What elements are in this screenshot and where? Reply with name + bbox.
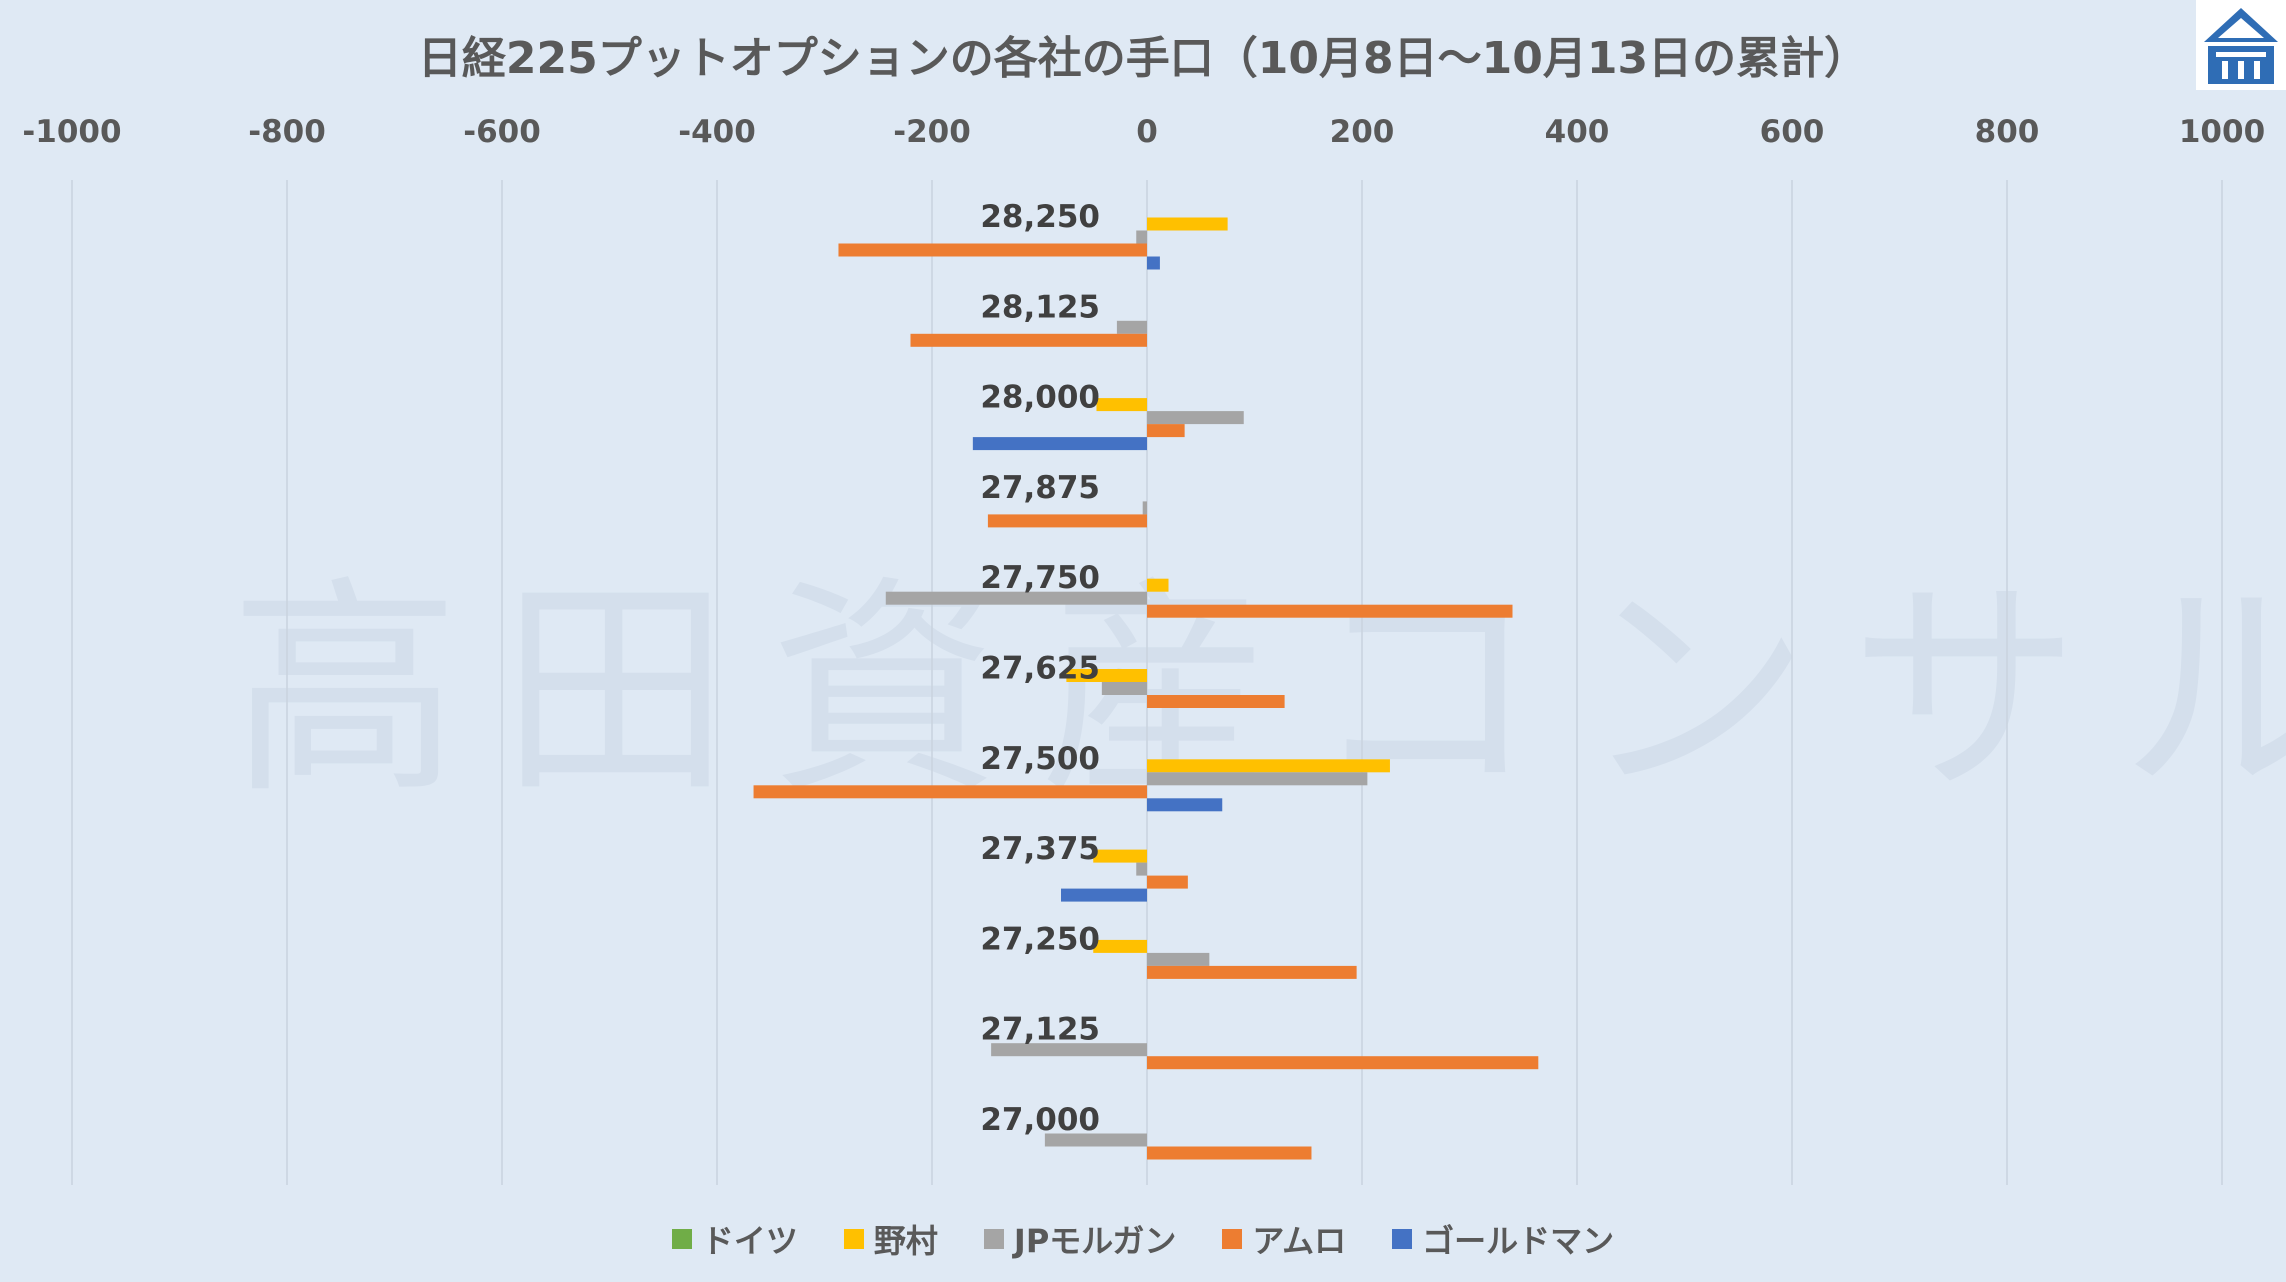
x-tick-label: -800 bbox=[248, 114, 326, 150]
bar-2-4 bbox=[885, 591, 1147, 605]
category-labels: 28,250 28,125 28,000 27,875 27,750 27,625 27,5… bbox=[980, 199, 1100, 1138]
category-label: 28,125 bbox=[980, 289, 1100, 325]
legend-item: ゴールドマン bbox=[1392, 1216, 1614, 1262]
bar-2-3 bbox=[1142, 501, 1147, 515]
category-label: 27,375 bbox=[980, 831, 1100, 867]
bar-3-4 bbox=[1147, 604, 1513, 618]
category-label: 27,500 bbox=[980, 741, 1100, 777]
bar-2-1 bbox=[1116, 320, 1147, 334]
bar-3-2 bbox=[1147, 424, 1185, 438]
bar-4-7 bbox=[1061, 888, 1147, 902]
category-label: 28,000 bbox=[980, 380, 1100, 416]
bar-1-4 bbox=[1147, 578, 1169, 592]
bar-2-5 bbox=[1101, 682, 1147, 695]
gridlines bbox=[71, 180, 2223, 1185]
x-tick-label: 1000 bbox=[2179, 114, 2265, 150]
bar-3-10 bbox=[1147, 1146, 1312, 1160]
x-tick-label: 600 bbox=[1760, 114, 1825, 150]
legend-swatch bbox=[843, 1229, 864, 1249]
bar-3-6 bbox=[753, 785, 1147, 799]
x-tick-label: -600 bbox=[463, 114, 541, 150]
x-tick-label: -200 bbox=[893, 114, 971, 150]
bar-1-7 bbox=[1093, 849, 1147, 863]
x-axis-tick-labels: -1000 -800 -600 -400 -200 0 200 400 600 800 1000 bbox=[22, 114, 2265, 150]
bar-3-0 bbox=[838, 243, 1147, 257]
x-tick-label: 0 bbox=[1136, 114, 1158, 150]
category-label: 27,125 bbox=[980, 1012, 1100, 1048]
bar-4-0 bbox=[1147, 256, 1160, 270]
bar-3-5 bbox=[1147, 695, 1285, 708]
bar-1-0 bbox=[1147, 217, 1228, 231]
bar-1-5 bbox=[1066, 669, 1147, 682]
bar-4-6 bbox=[1147, 798, 1223, 812]
bar-3-7 bbox=[1147, 875, 1188, 889]
legend-label: ゴールドマン bbox=[1422, 1222, 1615, 1260]
bar-2-0 bbox=[1136, 230, 1147, 244]
category-label: 27,625 bbox=[980, 651, 1100, 687]
bar-1-8 bbox=[1093, 939, 1147, 953]
legend: ドイツ 野村 JPモルガン アムロ ゴールドマン bbox=[0, 1216, 2286, 1262]
bar-4-2 bbox=[972, 437, 1147, 451]
bar-3-8 bbox=[1147, 965, 1357, 979]
legend-label: アムロ bbox=[1252, 1222, 1347, 1260]
bar-3-3 bbox=[987, 514, 1147, 528]
bars bbox=[753, 217, 1539, 1160]
x-tick-label: 400 bbox=[1545, 114, 1610, 150]
bar-2-7 bbox=[1136, 862, 1147, 876]
legend-item: JPモルガン bbox=[983, 1216, 1177, 1262]
legend-swatch bbox=[1222, 1229, 1243, 1249]
x-tick-label: 200 bbox=[1330, 114, 1395, 150]
x-tick-label: 800 bbox=[1975, 114, 2040, 150]
bar-2-10 bbox=[1044, 1133, 1147, 1147]
category-label: 27,000 bbox=[980, 1102, 1100, 1138]
bar-2-6 bbox=[1147, 772, 1368, 786]
category-label: 27,750 bbox=[980, 560, 1100, 596]
legend-swatch bbox=[1392, 1229, 1413, 1249]
chart-title: 日経225プットオプションの各社の手口（10月8日～10月13日の累計） bbox=[417, 33, 1869, 84]
legend-item: アムロ bbox=[1222, 1216, 1346, 1262]
category-label: 28,250 bbox=[980, 199, 1100, 235]
legend-label: JPモルガン bbox=[1013, 1222, 1177, 1260]
bar-2-8 bbox=[1147, 952, 1210, 966]
bar-1-2 bbox=[1096, 398, 1147, 412]
legend-swatch bbox=[671, 1229, 692, 1249]
bar-2-9 bbox=[991, 1043, 1147, 1057]
legend-label: ドイツ bbox=[701, 1222, 798, 1260]
bar-1-6 bbox=[1147, 759, 1390, 773]
bar-3-9 bbox=[1147, 1056, 1539, 1070]
category-label: 27,250 bbox=[980, 921, 1100, 957]
bar-3-1 bbox=[910, 333, 1147, 347]
legend-label: 野村 bbox=[873, 1222, 938, 1260]
category-label: 27,875 bbox=[980, 470, 1100, 506]
legend-item: 野村 bbox=[843, 1216, 938, 1262]
x-tick-label: -400 bbox=[678, 114, 756, 150]
bar-2-2 bbox=[1147, 411, 1244, 425]
x-tick-label: -1000 bbox=[22, 114, 121, 150]
legend-swatch bbox=[983, 1229, 1004, 1249]
building-logo-icon bbox=[2196, 0, 2286, 90]
legend-item: ドイツ bbox=[671, 1216, 798, 1262]
